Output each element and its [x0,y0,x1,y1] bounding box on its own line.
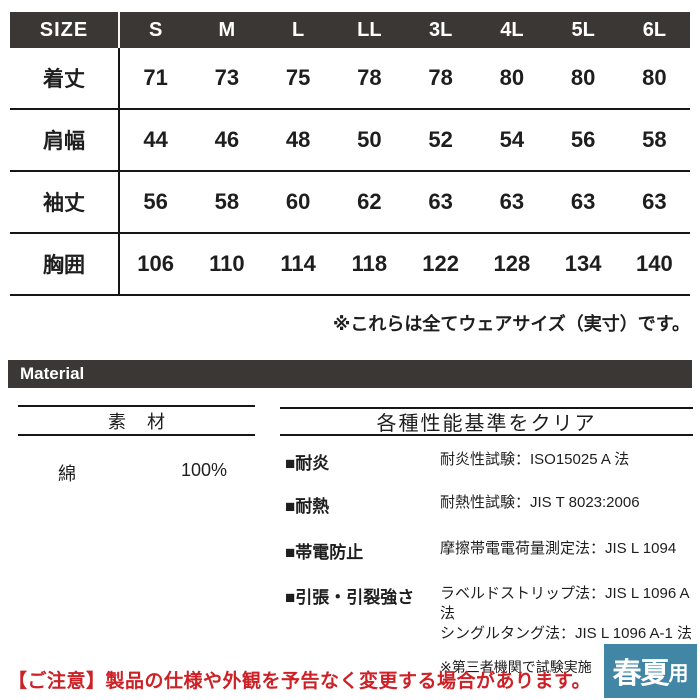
size-table-header-row: SIZE S M L LL 3L 4L 5L 6L [10,12,690,48]
performance-header: 各種性能基準をクリア [280,407,693,436]
size-col-6l: 6L [642,18,667,41]
composition-header: 素 材 [18,405,255,436]
cell-value: 73 [214,65,240,90]
cell-value: 62 [357,189,382,214]
row-label: 肩幅 [10,110,120,170]
table-row-sleeve-length: 袖丈 56 58 60 62 63 63 63 63 [10,172,690,234]
table-row-shoulder-width: 肩幅 44 46 48 50 52 54 56 58 [10,110,690,172]
performance-item-description: 耐炎性試験：ISO15025 A 法 [440,451,630,468]
cell-value: 44 [143,127,168,152]
cell-value: 106 [137,251,174,276]
size-col-4l: 4L [500,18,524,41]
size-note: ※これらは全てウェアサイズ（実寸）です。 [332,314,690,334]
cell-value: 60 [285,189,311,214]
size-col-s: S [148,18,163,41]
cell-value: 118 [351,251,388,276]
cell-value: 80 [642,65,667,90]
cell-value: 80 [499,65,525,90]
cell-value: 63 [642,189,667,214]
season-badge: 春夏 用 [604,644,697,698]
cell-value: 63 [499,189,525,214]
cell-value: 63 [570,189,596,214]
performance-item-label: ■耐熱 [285,497,330,516]
cell-value: 128 [493,251,531,276]
cell-value: 75 [285,65,311,90]
performance-item-flame-resistance: ■耐炎 耐炎性試験：ISO15025 A 法 [280,449,693,474]
cell-value: 134 [564,251,602,276]
cell-value: 110 [209,251,245,276]
cell-value: 80 [570,65,596,90]
cell-value: 56 [570,127,596,152]
composition-row: 綿 100% [18,460,255,486]
performance-item-description: ラベルドストリップ法：JIS L 1096 A 法 シングルタング法：JIS L… [440,585,693,642]
cell-value: 56 [143,189,168,214]
table-row-chest: 胸囲 106 110 114 118 122 128 134 140 [10,234,690,296]
performance-item-antistatic: ■帯電防止 摩擦帯電電荷量測定法：JIS L 1094 [280,538,693,563]
cell-value: 58 [642,127,667,152]
performance-item-tensile-tear-strength: ■引張・引裂強さ ラベルドストリップ法：JIS L 1096 A 法 シングルタ… [280,583,693,644]
size-col-l: L [292,18,305,41]
cell-value: 50 [357,127,382,152]
performance-item-description: 摩擦帯電電荷量測定法：JIS L 1094 [440,540,677,557]
size-col-m: M [218,18,236,41]
composition-value: 100% [180,460,227,480]
row-label: 胸囲 [10,234,120,294]
size-table-header-size: SIZE [10,12,120,48]
performance-note: ※第三者機関で試験実施 [440,659,592,675]
cell-value: 46 [214,127,240,152]
cell-value: 78 [428,65,453,90]
table-row-body-length: 着丈 71 73 75 78 78 80 80 80 [10,48,690,110]
performance-item-label: ■引張・引裂強さ [285,588,415,607]
performance-item-description: 耐熱性試験：JIS T 8023:2006 [440,494,640,511]
composition-name: 綿 [58,464,76,484]
cell-value: 78 [357,65,382,90]
cell-value: 58 [214,189,240,214]
size-col-3l: 3L [428,18,453,41]
cell-value: 114 [280,251,316,276]
size-table: SIZE S M L LL 3L 4L 5L 6L 着丈 71 73 75 78… [10,12,690,296]
caution-notice: 【ご注意】製品の仕様や外観を予告なく変更する場合があります。 [8,671,592,692]
size-col-ll: LL [357,18,382,41]
cell-value: 48 [285,127,311,152]
material-section-bar: Material [8,360,692,388]
row-label: 着丈 [10,48,120,108]
cell-value: 52 [428,127,453,152]
performance-item-label: ■帯電防止 [285,543,364,562]
cell-value: 140 [636,251,673,276]
performance-item-heat-resistance: ■耐熱 耐熱性試験：JIS T 8023:2006 [280,492,693,517]
cell-value: 63 [428,189,453,214]
cell-value: 54 [499,127,525,152]
cell-value: 122 [422,251,459,276]
row-label: 袖丈 [10,172,120,232]
cell-value: 71 [143,65,168,90]
performance-item-label: ■耐炎 [285,454,330,473]
season-badge-main: 春夏 [612,658,669,690]
composition-table: 素 材 綿 100% [18,405,255,486]
season-badge-suffix: 用 [668,662,689,685]
size-col-5l: 5L [571,18,595,41]
performance-box: 各種性能基準をクリア ■耐炎 耐炎性試験：ISO15025 A 法 ■耐熱 耐熱… [280,407,693,677]
